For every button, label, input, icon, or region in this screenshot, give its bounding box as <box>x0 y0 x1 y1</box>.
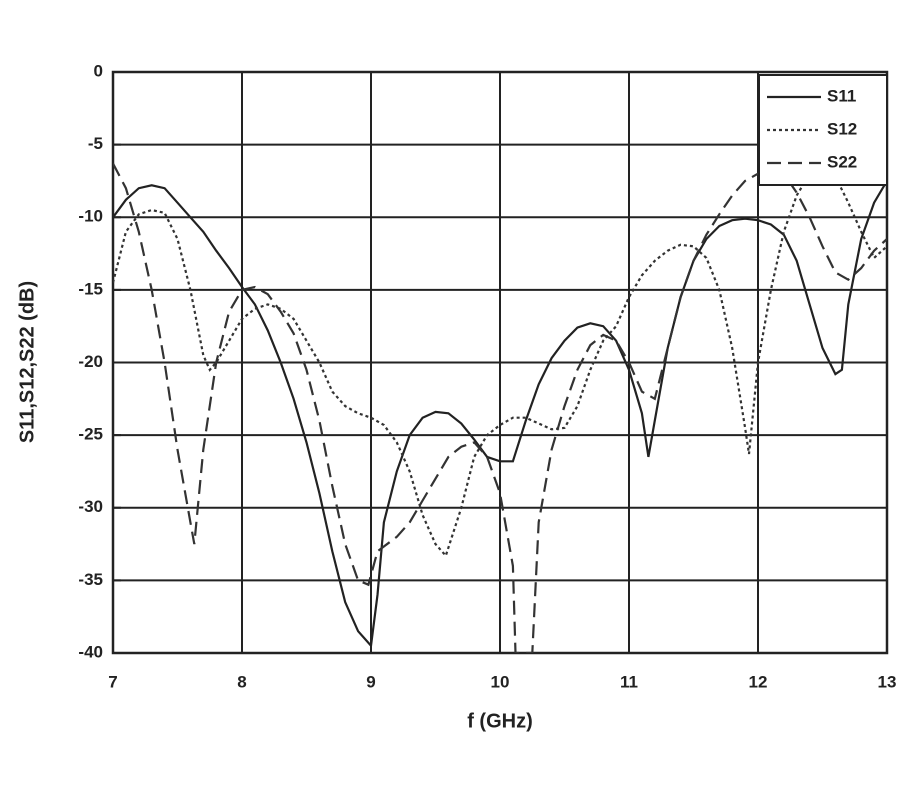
y-tick-label: 0 <box>94 61 103 80</box>
legend-box <box>758 74 888 186</box>
y-axis-title: S11,S12,S22 (dB) <box>16 281 38 443</box>
x-tick-label: 9 <box>366 672 375 691</box>
y-tick-label: -40 <box>78 642 103 661</box>
series-line <box>113 180 887 649</box>
y-tick-label: -5 <box>88 134 103 153</box>
x-tick-label: 10 <box>491 672 510 691</box>
x-tick-label: 7 <box>108 672 117 691</box>
y-tick-label: -35 <box>78 570 103 589</box>
legend-label: S12 <box>827 119 857 138</box>
y-tick-label: -15 <box>78 279 103 298</box>
legend-label: S22 <box>827 152 857 171</box>
x-tick-label: 12 <box>749 672 768 691</box>
x-tick-label: 13 <box>878 672 897 691</box>
y-tick-label: -20 <box>78 352 103 371</box>
y-tick-label: -10 <box>78 207 103 226</box>
y-tick-label: -25 <box>78 425 103 444</box>
series-line <box>113 168 887 558</box>
legend-label: S11 <box>827 86 856 105</box>
x-tick-label: 8 <box>237 672 246 691</box>
x-tick-label: 11 <box>620 672 638 691</box>
plot-frame <box>111 70 889 655</box>
y-tick-label: -30 <box>78 497 103 516</box>
x-axis-title: f (GHz) <box>467 710 533 732</box>
series-line <box>113 162 887 653</box>
